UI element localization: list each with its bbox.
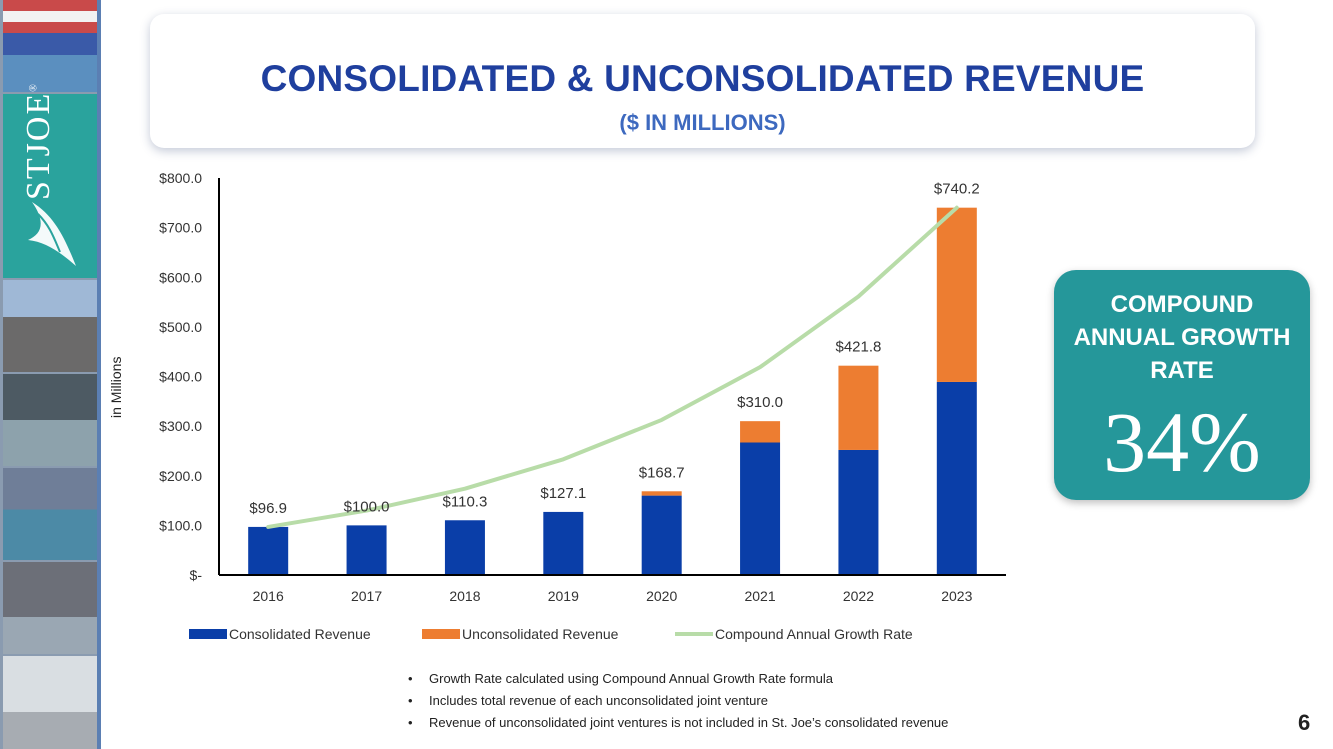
data-label: $421.8 — [835, 339, 881, 356]
data-label: $740.2 — [934, 181, 980, 198]
data-label: $110.3 — [443, 493, 488, 510]
series-line-cagr — [266, 205, 959, 529]
bar-unconsolidated — [838, 365, 879, 450]
footnote: • Growth Rate calculated using Compound A… — [408, 669, 948, 691]
bullet: • — [408, 693, 413, 708]
legend-consolidated-swatch — [189, 629, 227, 639]
bar-consolidated — [641, 495, 682, 575]
page-title: CONSOLIDATED & UNCONSOLIDATED REVENUE — [260, 58, 1145, 99]
heron-logo-icon — [28, 202, 76, 266]
photo-living-room — [3, 656, 98, 749]
x-tick-label: 2019 — [548, 588, 579, 604]
page-subtitle: ($ IN MILLIONS) — [619, 110, 786, 135]
data-label: $96.9 — [249, 500, 287, 517]
bar-consolidated — [936, 381, 977, 575]
data-label: $127.1 — [540, 485, 586, 502]
bar-consolidated — [740, 442, 781, 575]
photo-terrace — [3, 374, 98, 466]
bar-consolidated — [838, 449, 879, 575]
y-tick-label: $100.0 — [159, 517, 202, 533]
footnote: • Includes total revenue of each unconsol… — [408, 691, 948, 713]
bar-consolidated — [444, 520, 485, 575]
y-tick-label: $800.0 — [159, 170, 202, 186]
bar-consolidated — [543, 511, 584, 575]
x-tick-label: 2020 — [646, 588, 677, 604]
cagr-label: COMPOUND ANNUAL GROWTH RATE — [1073, 291, 1291, 384]
data-label: $310.0 — [737, 394, 783, 411]
bar-unconsolidated — [936, 207, 977, 382]
bar-unconsolidated — [641, 491, 682, 496]
bullet: • — [408, 671, 413, 686]
strip-edge — [97, 0, 101, 749]
cagr-box: COMPOUND ANNUAL GROWTH RATE 34% — [1054, 270, 1310, 500]
photo-strip — [0, 0, 101, 749]
y-tick-label: $300.0 — [159, 418, 202, 434]
y-tick-label: $400.0 — [159, 369, 202, 385]
logo-wordmark: STJOE® — [20, 82, 57, 200]
y-tick-label: $600.0 — [159, 269, 202, 285]
y-tick-label: $500.0 — [159, 319, 202, 335]
photo-interior — [3, 562, 98, 654]
x-tick-label: 2021 — [744, 588, 775, 604]
title-card: CONSOLIDATED & UNCONSOLIDATED REVENUE ($… — [150, 14, 1255, 148]
x-tick-label: 2016 — [253, 588, 284, 604]
footnotes: • Growth Rate calculated using Compound A… — [408, 669, 948, 735]
data-label: $100.0 — [344, 498, 390, 515]
bar-consolidated — [248, 526, 289, 575]
x-tick-label: 2023 — [941, 588, 972, 604]
photo-building — [3, 280, 98, 372]
legend-cagr: Compound Annual Growth Rate — [715, 626, 913, 642]
x-tick-label: 2017 — [351, 588, 382, 604]
data-label: $168.7 — [639, 464, 685, 481]
y-tick-label: $- — [190, 567, 203, 583]
y-axis-label: in Millions — [108, 356, 124, 418]
legend-unconsolidated: Unconsolidated Revenue — [462, 626, 619, 642]
x-tick-label: 2022 — [843, 588, 874, 604]
cagr-value: 34% — [1103, 394, 1261, 490]
revenue-chart: $- $100.0 $200.0 $300.0 $400.0 $500.0 $600.0 $7… — [159, 170, 1006, 642]
y-tick-label: $700.0 — [159, 220, 202, 236]
page-number: 6 — [1298, 710, 1311, 735]
bar-consolidated — [346, 525, 387, 575]
bullet: • — [408, 715, 413, 730]
photo-resort — [3, 468, 98, 560]
legend-consolidated: Consolidated Revenue — [229, 626, 371, 642]
footnote: • Revenue of unconsolidated joint venture… — [408, 713, 948, 735]
x-tick-label: 2018 — [449, 588, 480, 604]
legend-unconsolidated-swatch — [422, 629, 460, 639]
y-tick-label: $200.0 — [159, 468, 202, 484]
photo-flag-pool — [3, 0, 98, 92]
bar-unconsolidated — [740, 421, 781, 443]
logo-tile — [3, 94, 98, 278]
